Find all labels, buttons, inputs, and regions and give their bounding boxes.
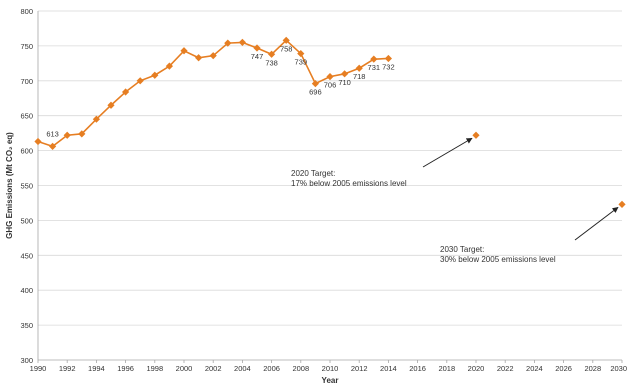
data-point-2010 (326, 73, 334, 81)
x-tick-label-2030: 2030 (610, 364, 627, 373)
data-point-2002 (209, 52, 217, 60)
data-point-1998 (151, 71, 159, 79)
x-tick-label-1992: 1992 (59, 364, 76, 373)
x-tick-label-1996: 1996 (117, 364, 134, 373)
y-tick-label-400: 400 (20, 286, 33, 295)
target-label-2030-line-2: 30% below 2005 emissions level (440, 255, 556, 264)
x-axis-title: Year (322, 376, 339, 385)
data-point-2014 (384, 54, 392, 63)
data-point-1992 (63, 131, 71, 139)
y-tick-label-750: 750 (20, 42, 33, 51)
x-tick-label-2006: 2006 (263, 364, 280, 373)
data-point-2009 (311, 79, 319, 88)
x-tick-label-2004: 2004 (234, 364, 251, 373)
y-tick-label-450: 450 (20, 251, 33, 260)
data-label-2009: 696 (309, 88, 322, 97)
y-tick-label-700: 700 (20, 77, 33, 86)
y-tick-label-550: 550 (20, 182, 33, 191)
target-point-2020 (472, 131, 480, 139)
data-point-2011 (341, 70, 349, 78)
data-point-2008 (297, 49, 305, 58)
data-label-2011: 710 (338, 78, 351, 87)
data-point-2005 (253, 44, 261, 52)
target-point-2030 (618, 200, 626, 208)
target-label-2030-line-1: 2030 Target: (440, 245, 484, 254)
gridlines (38, 10, 622, 326)
data-label-2013: 731 (368, 63, 381, 72)
y-tick-label-300: 300 (20, 356, 33, 365)
y-tick-label-500: 500 (20, 216, 33, 225)
y-tick-label-600: 600 (20, 147, 33, 156)
y-tick-label-350: 350 (20, 321, 33, 330)
data-label-2008: 739 (295, 58, 308, 67)
y-tick-label-800: 800 (20, 7, 33, 16)
x-tick-label-1990: 1990 (30, 364, 47, 373)
x-tick-label-2012: 2012 (351, 364, 368, 373)
x-tick-label-2016: 2016 (409, 364, 426, 373)
data-point-2007 (282, 36, 290, 44)
data-point-2000 (180, 47, 188, 55)
data-label-2007: 758 (280, 44, 293, 53)
x-tick-label-2022: 2022 (497, 364, 514, 373)
x-tick-label-1994: 1994 (88, 364, 105, 373)
data-point-1996 (122, 88, 130, 96)
data-point-1999 (165, 62, 173, 70)
y-axis-title: GHG Emissions (Mt CO₂ eq) (5, 132, 14, 239)
x-tick-label-2028: 2028 (584, 364, 601, 373)
data-point-1995 (107, 101, 115, 109)
data-point-2006 (268, 50, 276, 58)
x-tick-label-2002: 2002 (205, 364, 222, 373)
data-point-2003 (224, 39, 232, 47)
data-point-2012 (355, 64, 363, 72)
data-label-1991: 613 (46, 130, 59, 139)
x-tick-label-2014: 2014 (380, 364, 397, 373)
data-point-1994 (92, 115, 100, 123)
data-point-1997 (136, 77, 144, 85)
data-label-2006: 738 (265, 58, 278, 67)
data-point-2004 (238, 38, 246, 47)
x-tick-label-2020: 2020 (468, 364, 485, 373)
x-tick-label-2024: 2024 (526, 364, 543, 373)
data-markers (34, 36, 392, 151)
data-point-2001 (195, 54, 203, 62)
x-tick-label-2010: 2010 (322, 364, 339, 373)
data-point-1993 (78, 130, 86, 138)
target-annotations: 2020 Target:17% below 2005 emissions lev… (291, 131, 626, 264)
target-arrow-2030 (574, 206, 619, 241)
target-label-2020-line-1: 2020 Target: (291, 169, 335, 178)
x-tick-label-2000: 2000 (176, 364, 193, 373)
data-label-2014: 732 (382, 62, 395, 71)
data-point-1990 (34, 137, 42, 146)
x-tick-labels: 1990 1992 1994 1996 1998 2000 2002 2004 2006 2008… (30, 360, 627, 373)
target-label-2020-line-2: 17% below 2005 emissions level (291, 179, 407, 188)
x-tick-label-2018: 2018 (438, 364, 455, 373)
x-tick-label-1998: 1998 (146, 364, 163, 373)
y-tick-label-650: 650 (20, 112, 33, 121)
x-tick-label-2026: 2026 (555, 364, 572, 373)
data-point-2013 (370, 55, 378, 63)
x-tick-label-2008: 2008 (292, 364, 309, 373)
data-label-2012: 718 (353, 72, 366, 81)
data-label-2010: 706 (324, 81, 337, 90)
data-label-2005: 747 (251, 52, 264, 61)
y-tick-labels: 300 350 400 450 500 550 600 650 700 750 800 (20, 7, 33, 365)
data-point-1991 (49, 142, 57, 151)
target-arrow-2020 (422, 137, 473, 168)
